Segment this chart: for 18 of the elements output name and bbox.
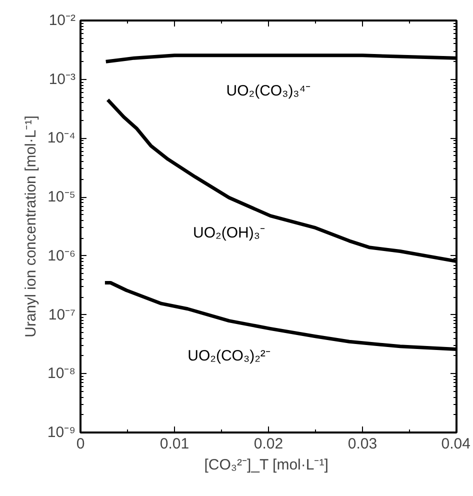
y-tick-label: 10⁻⁶ <box>48 247 76 264</box>
x-tick-label: 0.01 <box>160 436 190 452</box>
series-label: UO₂(CO₃)₂²⁻ <box>188 348 270 365</box>
x-tick-label: 0.04 <box>441 436 471 452</box>
y-tick-label: 10⁻⁸ <box>47 365 76 382</box>
y-tick-label: 10⁻⁷ <box>48 306 76 324</box>
x-tick-label: 0.02 <box>254 436 284 452</box>
x-tick-label: 0.03 <box>348 436 378 452</box>
y-tick-label: 10⁻⁵ <box>48 188 76 206</box>
series-label: UO₂(OH)₃⁻ <box>193 224 265 242</box>
x-axis-title: [CO₃²⁻]_T [mol·L⁻¹] <box>204 456 328 474</box>
x-tick-label: 0 <box>76 436 85 452</box>
y-tick-label: 10⁻² <box>48 12 76 29</box>
series-label: UO₂(CO₃)₃⁴⁻ <box>226 82 311 100</box>
y-axis-title: Uranyl ion concentration [mol·L⁻¹] <box>22 116 40 338</box>
y-tick-label: 10⁻⁹ <box>47 424 76 441</box>
y-tick-label: 10⁻³ <box>48 70 76 88</box>
y-tick-label: 10⁻⁴ <box>47 130 76 147</box>
